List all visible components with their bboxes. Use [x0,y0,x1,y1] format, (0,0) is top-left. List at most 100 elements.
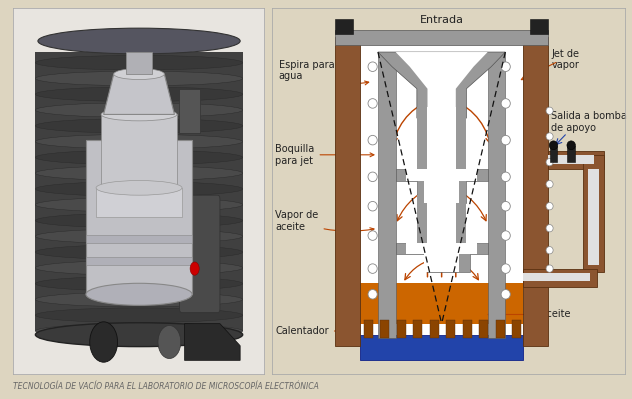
Circle shape [368,62,377,71]
Bar [380,320,389,338]
Circle shape [501,172,510,182]
Circle shape [546,203,553,210]
Bar [488,52,506,338]
Circle shape [546,265,553,272]
Ellipse shape [35,134,243,149]
Bar [86,257,192,265]
Bar [446,320,455,338]
Ellipse shape [35,182,243,196]
Circle shape [501,231,510,240]
Bar [480,320,489,338]
Ellipse shape [35,245,243,259]
Text: Jet de
vapor: Jet de vapor [551,49,580,70]
Bar [550,146,557,162]
Circle shape [546,133,553,140]
Bar [336,19,353,34]
Bar [496,320,505,338]
Text: TECNOLOGÍA DE VACÍO PARA EL LABORATORIO DE MICROSCOPÍA ELECTRÓNICA: TECNOLOGÍA DE VACÍO PARA EL LABORATORIO … [13,382,319,391]
Circle shape [368,135,377,145]
Bar [568,146,575,162]
Ellipse shape [101,108,177,121]
Polygon shape [406,170,477,203]
Circle shape [501,99,510,108]
Bar [179,89,200,133]
Ellipse shape [35,277,243,291]
Bar [101,115,177,188]
Circle shape [501,290,510,299]
Bar [588,170,600,265]
Bar [427,195,456,247]
Bar [548,151,604,170]
Ellipse shape [35,119,243,133]
Text: Aceite: Aceite [488,310,571,320]
Bar [126,52,152,74]
Bar [360,45,523,338]
Polygon shape [396,243,488,272]
Bar [530,19,548,34]
Circle shape [567,141,575,150]
Circle shape [546,107,553,115]
Circle shape [368,231,377,240]
Ellipse shape [35,150,243,165]
Ellipse shape [35,198,243,212]
Bar [360,283,523,324]
Ellipse shape [35,261,243,275]
Circle shape [190,262,199,275]
Circle shape [546,158,553,166]
Circle shape [368,290,377,299]
Ellipse shape [35,71,243,86]
Ellipse shape [35,292,243,307]
Ellipse shape [35,166,243,180]
Bar [456,107,466,173]
Text: Entrada: Entrada [420,15,464,25]
Bar [336,38,360,346]
Bar [523,269,597,287]
Ellipse shape [35,308,243,322]
FancyBboxPatch shape [179,195,220,313]
Bar [86,235,192,243]
Polygon shape [104,74,174,115]
Polygon shape [396,170,488,203]
Polygon shape [378,52,506,118]
Text: Salida a bomba
de apoyo: Salida a bomba de apoyo [551,111,627,132]
Bar [413,320,422,338]
Circle shape [501,201,510,211]
Bar [523,273,590,281]
Text: Boquilla
para jet: Boquilla para jet [276,144,374,166]
Text: Espira para
agua: Espira para agua [279,59,368,85]
Bar [378,52,396,338]
Bar [336,30,548,45]
Bar [430,320,439,338]
Polygon shape [406,243,477,272]
Bar [523,38,548,346]
Bar [35,52,243,331]
Text: Calentador: Calentador [276,326,360,336]
Circle shape [90,322,118,362]
Circle shape [158,326,181,359]
Ellipse shape [35,55,243,70]
Bar [86,140,192,294]
Bar [463,320,471,338]
Polygon shape [396,52,488,107]
Circle shape [501,62,510,71]
Bar [360,335,523,360]
Ellipse shape [35,213,243,228]
Bar [96,188,182,217]
Circle shape [368,172,377,182]
Text: Vapor de
aceite: Vapor de aceite [276,210,374,232]
Circle shape [501,264,510,273]
Bar [364,320,373,338]
Circle shape [501,135,510,145]
Bar [548,155,594,164]
Circle shape [549,141,557,150]
Bar [417,107,427,173]
Bar [583,155,604,272]
Ellipse shape [86,283,192,305]
Circle shape [368,99,377,108]
Ellipse shape [35,323,243,347]
Ellipse shape [35,324,243,338]
Polygon shape [185,324,240,360]
Ellipse shape [35,103,243,117]
Bar [397,320,406,338]
Bar [427,107,456,173]
